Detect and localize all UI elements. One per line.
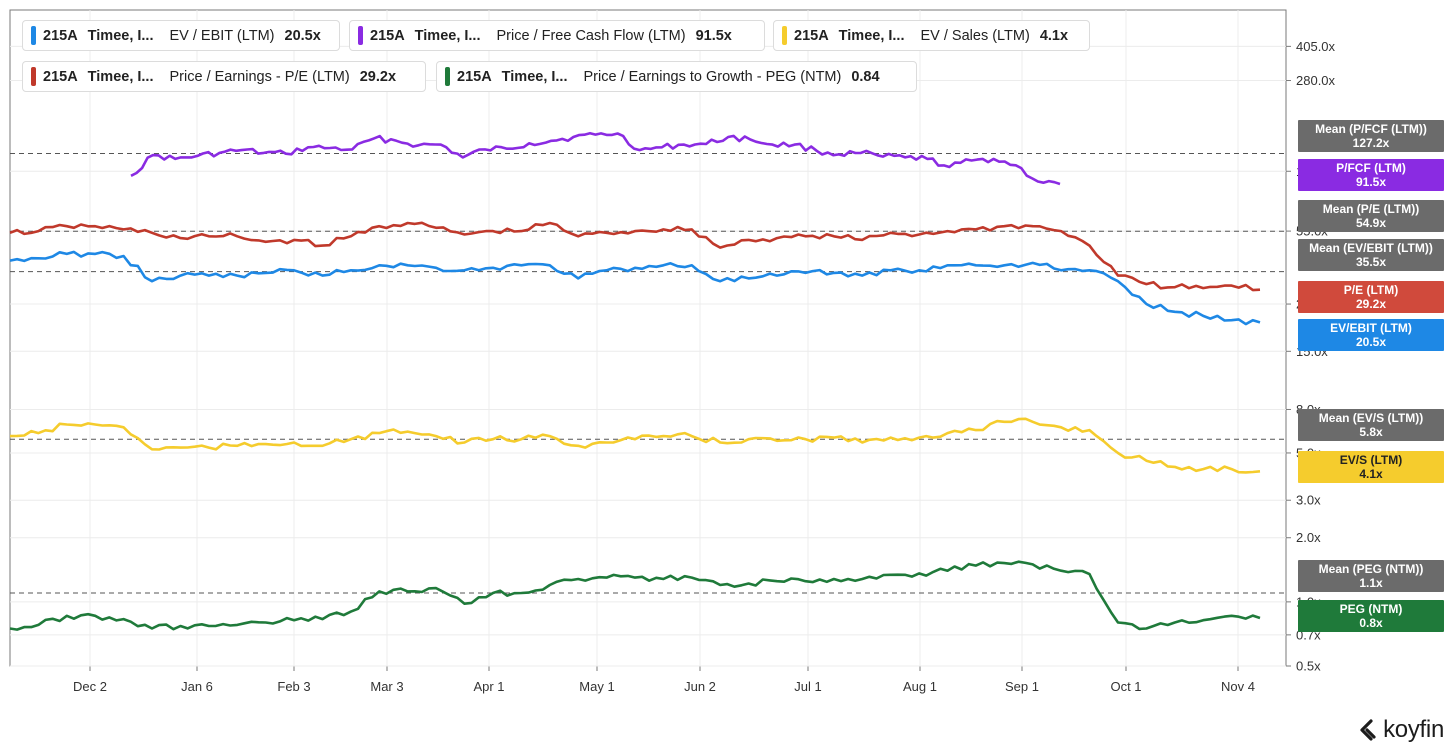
legend-value: 4.1x <box>1039 27 1069 44</box>
y-tick-label: 3.0x <box>1296 493 1321 508</box>
y-tick-label: 405.0x <box>1296 39 1336 54</box>
legend-metric: Price / Earnings to Growth - PEG (NTM) <box>583 68 842 85</box>
legend-company: Timee, I... <box>838 27 905 44</box>
value-tag-label: Mean (EV/EBIT (LTM)) <box>1309 241 1433 255</box>
value-tag-value: 54.9x <box>1355 216 1387 230</box>
x-tick-label: Oct 1 <box>1110 679 1141 694</box>
x-tick-label: Jul 1 <box>794 679 821 694</box>
legend-ticker: 215A <box>43 27 78 44</box>
value-tag-label: Mean (EV/S (LTM)) <box>1318 411 1424 425</box>
legend-swatch <box>782 26 787 45</box>
x-tick-label: May 1 <box>579 679 614 694</box>
legend-company: Timee, I... <box>87 27 154 44</box>
x-tick-label: Aug 1 <box>903 679 937 694</box>
value-tag: P/E (LTM) 29.2x <box>1298 281 1444 313</box>
y-tick-label: 280.0x <box>1296 73 1336 88</box>
x-tick-label: Dec 2 <box>73 679 107 694</box>
legend-item[interactable]: 215A Timee, I... Price / Earnings to Growt… <box>436 61 917 92</box>
x-tick-label: Apr 1 <box>473 679 504 694</box>
legend-company: Timee, I... <box>414 27 481 44</box>
value-tag: PEG (NTM) 0.8x <box>1298 600 1444 632</box>
value-tag-label: PEG (NTM) <box>1339 602 1403 616</box>
value-tag-value: 5.8x <box>1359 425 1383 439</box>
value-tag: Mean (EV/EBIT (LTM)) 35.5x <box>1298 239 1444 271</box>
legend-company: Timee, I... <box>501 68 568 85</box>
value-tag-label: Mean (PEG (NTM)) <box>1318 562 1424 576</box>
x-tick-label: Sep 1 <box>1005 679 1039 694</box>
value-tag: Mean (EV/S (LTM)) 5.8x <box>1298 409 1444 441</box>
value-tag-label: EV/EBIT (LTM) <box>1330 321 1412 335</box>
legend-ticker: 215A <box>370 27 405 44</box>
value-tag: EV/EBIT (LTM) 20.5x <box>1298 319 1444 351</box>
value-tag-label: EV/S (LTM) <box>1339 453 1403 467</box>
x-tick-label: Feb 3 <box>277 679 310 694</box>
legend-value: 29.2x <box>359 68 397 85</box>
x-tick-label: Jan 6 <box>181 679 213 694</box>
value-tag-value: 91.5x <box>1355 175 1387 189</box>
koyfin-logo-icon <box>1360 719 1376 741</box>
value-tag-label: P/E (LTM) <box>1343 283 1399 297</box>
legend-item[interactable]: 215A Timee, I... EV / EBIT (LTM) 20.5x <box>22 20 340 51</box>
series-line <box>9 417 1261 474</box>
value-tag: Mean (P/FCF (LTM)) 127.2x <box>1298 120 1444 152</box>
legend-value: 91.5x <box>695 27 732 44</box>
koyfin-logo-text: koyfin <box>1383 716 1444 743</box>
legend-item[interactable]: 215A Timee, I... EV / Sales (LTM) 4.1x <box>773 20 1090 51</box>
value-tag: EV/S (LTM) 4.1x <box>1298 451 1444 483</box>
value-tag-value: 1.1x <box>1359 576 1383 590</box>
value-tag: P/FCF (LTM) 91.5x <box>1298 159 1444 191</box>
value-tag-value: 0.8x <box>1359 616 1383 630</box>
x-tick-label: Jun 2 <box>684 679 716 694</box>
legend-ticker: 215A <box>457 68 492 85</box>
legend-swatch <box>31 67 36 86</box>
value-tag: Mean (PEG (NTM)) 1.1x <box>1298 560 1444 592</box>
legend-value: 20.5x <box>284 27 321 44</box>
value-tag-label: P/FCF (LTM) <box>1336 161 1406 175</box>
legend-ticker: 215A <box>794 27 829 44</box>
legend-metric: Price / Earnings - P/E (LTM) <box>169 68 350 85</box>
series-line <box>9 221 1261 292</box>
plot-frame <box>9 9 1287 667</box>
x-tick-label: Mar 3 <box>370 679 403 694</box>
legend-company: Timee, I... <box>87 68 154 85</box>
legend-item[interactable]: 215A Timee, I... Price / Earnings - P/E (L… <box>22 61 426 92</box>
legend-item[interactable]: 215A Timee, I... Price / Free Cash Flow (L… <box>349 20 765 51</box>
series-line <box>130 131 1061 186</box>
legend-swatch <box>31 26 36 45</box>
value-tag-value: 127.2x <box>1352 136 1390 150</box>
value-tag-value: 35.5x <box>1355 255 1387 269</box>
legend-metric: EV / Sales (LTM) <box>920 27 1030 44</box>
legend-swatch <box>358 26 363 45</box>
koyfin-logo: koyfin <box>1357 716 1444 744</box>
y-tick-label: 0.5x <box>1296 659 1321 674</box>
legend-ticker: 215A <box>43 68 78 85</box>
x-tick-label: Nov 4 <box>1221 679 1255 694</box>
series-line <box>9 560 1261 631</box>
legend-metric: Price / Free Cash Flow (LTM) <box>496 27 686 44</box>
value-tag: Mean (P/E (LTM)) 54.9x <box>1298 200 1444 232</box>
y-tick-label: 2.0x <box>1296 530 1321 545</box>
value-tag-value: 29.2x <box>1355 297 1387 311</box>
legend-metric: EV / EBIT (LTM) <box>169 27 275 44</box>
series-line <box>9 250 1261 326</box>
value-tag-value: 20.5x <box>1355 335 1387 349</box>
legend-value: 0.84 <box>851 68 880 85</box>
legend-swatch <box>445 67 450 86</box>
value-tag-label: Mean (P/E (LTM)) <box>1322 202 1420 216</box>
value-tag-value: 4.1x <box>1359 467 1383 481</box>
value-tag-label: Mean (P/FCF (LTM)) <box>1315 122 1427 136</box>
